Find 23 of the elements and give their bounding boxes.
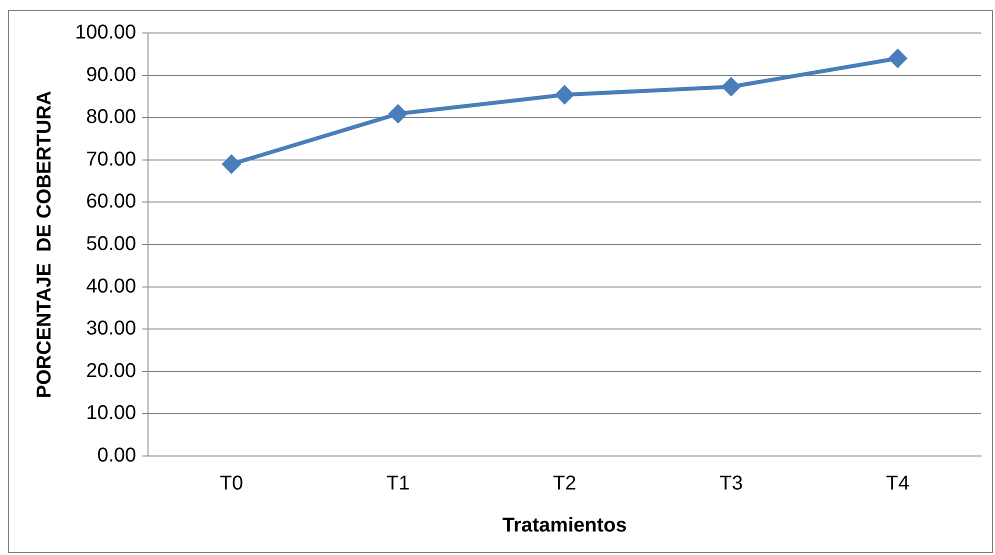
y-tick-label: 0.00 — [97, 444, 136, 467]
point — [222, 155, 240, 174]
x-tick-label: T2 — [552, 472, 576, 495]
y-tick-label: 100.00 — [75, 22, 136, 44]
x-tick-label: T4 — [886, 472, 910, 495]
y-tick-label: 70.00 — [86, 148, 136, 170]
y-tick-label: 20.00 — [86, 360, 136, 382]
x-tick-label: T0 — [220, 472, 244, 495]
y-tick-label: 60.00 — [86, 190, 136, 213]
point — [722, 78, 740, 96]
y-tick-label: 40.00 — [86, 275, 136, 298]
x-tick-label: T1 — [386, 472, 410, 495]
y-tick-label: 90.00 — [86, 64, 136, 86]
point — [389, 104, 408, 123]
x-axis-title: Tratamientos — [502, 514, 627, 537]
y-tick-label: 50.00 — [86, 233, 136, 256]
y-tick-label: 10.00 — [86, 402, 136, 424]
y-tick-label: 80.00 — [86, 106, 136, 128]
point — [556, 86, 574, 104]
y-axis-title: PORCENTAJE DE COBERTURA — [34, 90, 56, 398]
x-tick-label: T3 — [719, 472, 743, 495]
point — [888, 49, 907, 68]
y-tick-label: 30.00 — [86, 318, 136, 340]
